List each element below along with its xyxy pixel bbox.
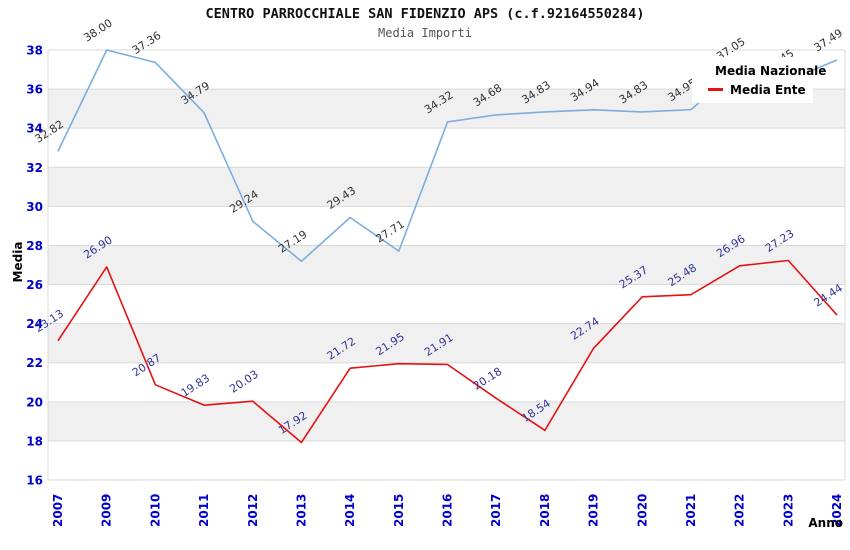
chart-subtitle: Media Importi	[378, 26, 472, 40]
legend: Media Nazionale Media Ente	[692, 57, 826, 103]
legend-label: Media Ente	[730, 82, 806, 97]
data-label: 37.36	[130, 29, 163, 57]
x-tick-label: 2018	[538, 494, 552, 527]
y-tick-label: 18	[26, 434, 43, 448]
x-tick-label: 2016	[441, 494, 455, 527]
data-label: 38.00	[81, 16, 114, 44]
media-ente-line	[57, 259, 838, 444]
y-tick-label: 36	[26, 83, 43, 97]
legend-item-media-ente[interactable]: Media Ente	[692, 83, 813, 97]
x-tick-label: 2009	[100, 494, 114, 527]
x-tick-label: 2021	[684, 494, 698, 527]
y-tick-label: 26	[26, 278, 43, 292]
plot-band	[48, 167, 845, 207]
data-label: 19.83	[179, 372, 212, 400]
x-tick-label: 2024	[830, 494, 844, 527]
x-tick-label: 2011	[197, 494, 211, 527]
x-tick-label: 2015	[392, 494, 406, 527]
y-tick-label: 34	[26, 122, 43, 136]
y-tick-label: 24	[26, 317, 43, 331]
x-tick-label: 2017	[489, 494, 503, 527]
plot-band	[48, 401, 845, 441]
data-label: 20.18	[471, 365, 504, 393]
y-tick-label: 22	[26, 356, 43, 370]
x-tick-label: 2014	[343, 494, 357, 527]
x-tick-label: 2007	[51, 494, 65, 527]
y-tick-label: 32	[26, 161, 43, 175]
x-tick-label: 2022	[733, 494, 747, 527]
y-tick-label: 30	[26, 200, 43, 214]
x-tick-label: 2023	[781, 494, 795, 527]
data-label: 20.03	[227, 368, 260, 396]
x-tick-label: 2020	[635, 494, 649, 527]
y-tick-label: 20	[26, 395, 43, 409]
x-tick-label: 2012	[246, 494, 260, 527]
y-axis-title: Media	[11, 242, 25, 283]
legend-label: Media Nazionale	[715, 63, 827, 78]
plot-band	[48, 323, 845, 363]
legend-item-media-nazionale[interactable]: Media Nazionale	[692, 64, 826, 78]
y-tick-label: 16	[26, 474, 43, 488]
media-ente-line-swatch	[708, 88, 723, 91]
y-tick-label: 38	[26, 44, 43, 58]
x-tick-label: 2019	[587, 494, 601, 527]
x-tick-label: 2013	[294, 494, 308, 527]
y-tick-label: 28	[26, 239, 43, 253]
plot-band	[48, 245, 845, 285]
chart-title: CENTRO PARROCCHIALE SAN FIDENZIO APS (c.…	[205, 6, 645, 22]
x-axis-title: Anno	[808, 516, 843, 530]
x-tick-label: 2010	[148, 494, 162, 527]
